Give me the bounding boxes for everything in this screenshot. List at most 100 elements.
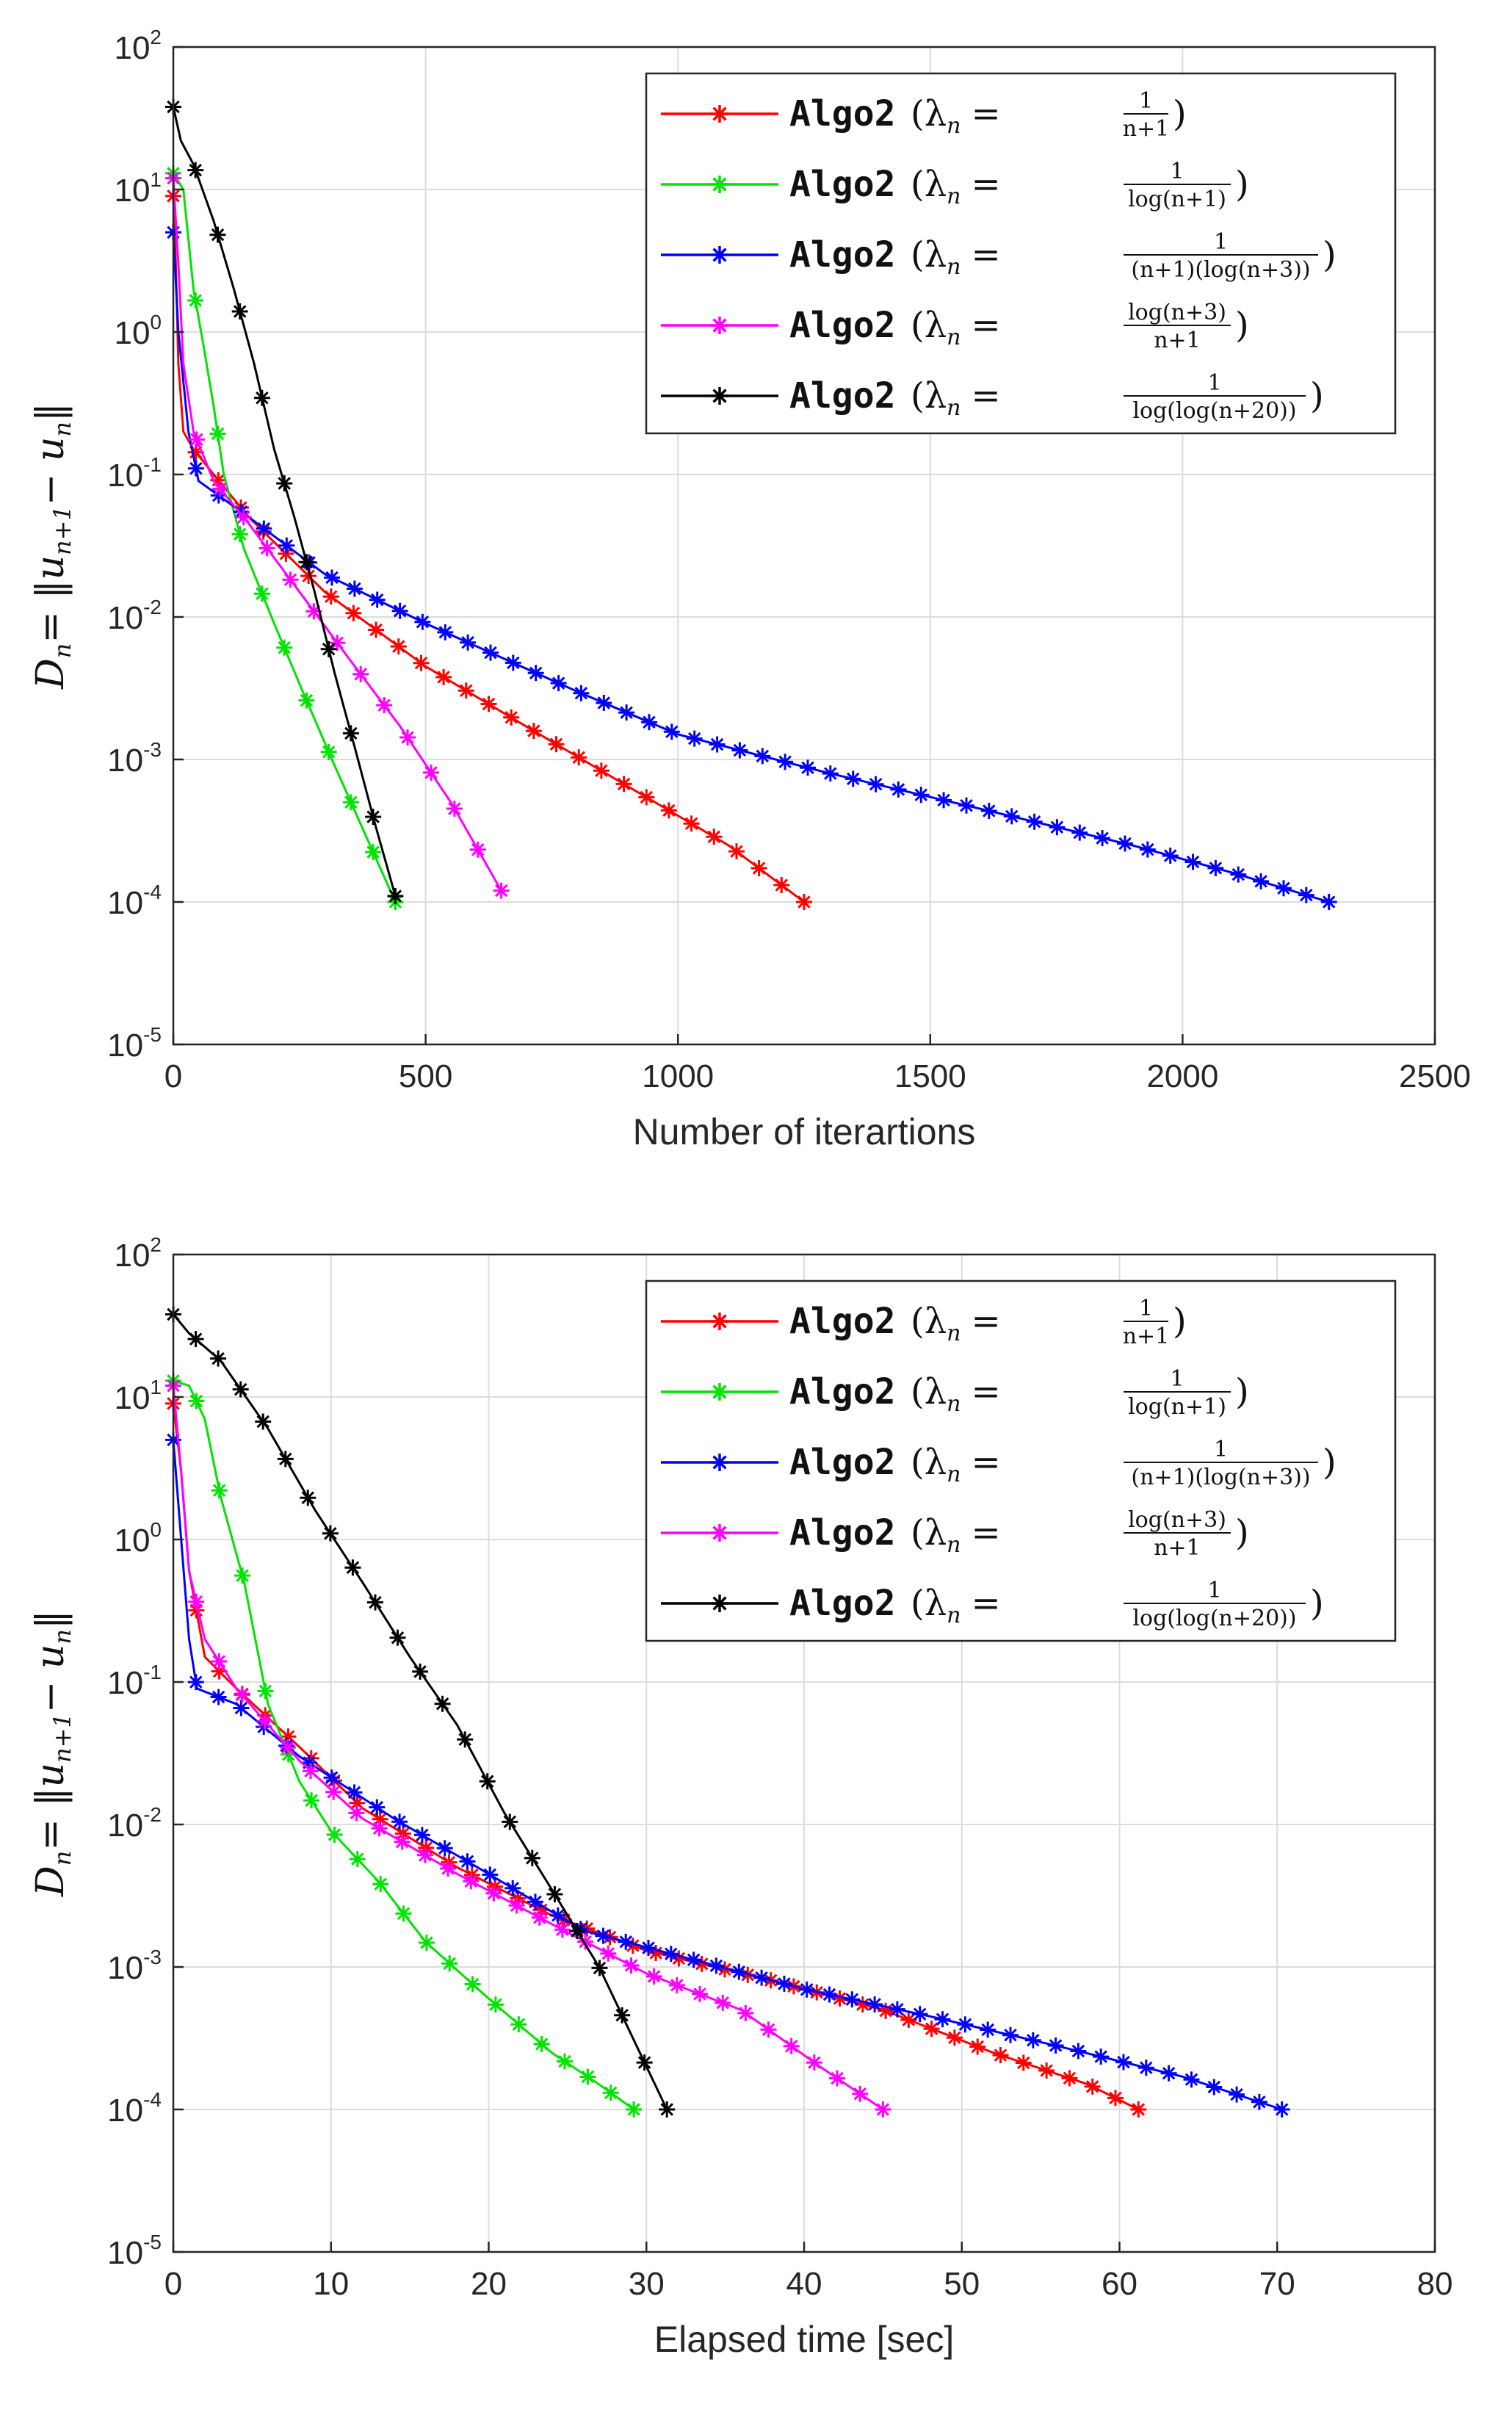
series-marker — [800, 759, 816, 776]
y-tick-label: 10-4 — [107, 881, 162, 921]
series-marker — [346, 1784, 363, 1801]
series-marker — [209, 226, 226, 243]
series-marker — [753, 1969, 770, 1986]
x-tick-label: 0 — [164, 1058, 182, 1094]
series-marker — [211, 480, 228, 497]
series-marker — [394, 1833, 410, 1850]
series-marker — [368, 621, 385, 638]
series-marker — [413, 654, 430, 671]
series-marker — [210, 1689, 227, 1705]
series-marker — [187, 292, 204, 308]
series-marker — [737, 2004, 754, 2021]
series-marker — [822, 765, 839, 782]
series-marker — [636, 2054, 653, 2071]
series-marker — [320, 743, 337, 760]
legend-lambda: (λn = — [911, 1371, 1001, 1417]
legend-marker — [711, 1454, 728, 1471]
series-marker — [464, 1976, 481, 1993]
series-marker — [376, 697, 393, 714]
series-marker — [348, 1805, 365, 1822]
series-marker — [342, 794, 359, 811]
y-tick-label: 102 — [114, 26, 162, 66]
legend-lambda: (λn = — [911, 1301, 1001, 1346]
series-marker — [1229, 2086, 1245, 2103]
series-marker — [369, 591, 386, 608]
legend-fraction-numerator: 1 — [1170, 159, 1184, 184]
legend-lambda: (λn = — [911, 164, 1001, 209]
legend-lambda: (λn = — [911, 375, 1001, 421]
legend-fraction-numerator: 1 — [1207, 1578, 1221, 1603]
legend-item-1: Algo2 (λn = 1n+1) — [661, 88, 1187, 142]
legend-marker — [711, 387, 728, 405]
x-tick-label: 1500 — [894, 1058, 966, 1094]
series-marker — [412, 1663, 429, 1680]
series-marker — [437, 624, 454, 640]
series-marker — [969, 2038, 986, 2055]
series-marker — [626, 2101, 643, 2118]
series-marker — [754, 748, 771, 765]
legend-fraction-numerator: 1 — [1214, 1437, 1228, 1462]
legend-lambda: (λn = — [911, 1583, 1001, 1628]
y-axis-title: Dn= ‖un+1− un‖ — [29, 402, 76, 690]
series-marker — [614, 2007, 631, 2024]
legend-fraction-denominator: log(log(n+20)) — [1132, 1606, 1296, 1631]
y-tick-label: 10-4 — [107, 2088, 162, 2129]
series-marker — [1139, 841, 1156, 858]
series-marker — [546, 1886, 563, 1902]
legend-algo-name: Algo2 — [789, 234, 896, 275]
legend-marker — [711, 105, 728, 123]
series-marker — [936, 792, 952, 809]
legend-algo-name: Algo2 — [789, 1512, 896, 1553]
series-marker — [1320, 894, 1337, 910]
y-tick-label: 100 — [114, 311, 162, 351]
series-marker — [436, 1840, 453, 1857]
series-marker — [391, 602, 408, 619]
legend-marker — [711, 1313, 728, 1330]
legend-item-3: Algo2 (λn = 1(n+1)(log(n+3))) — [661, 1437, 1336, 1490]
series-marker — [253, 585, 270, 602]
series-marker — [320, 640, 337, 657]
series-marker — [659, 2101, 676, 2118]
x-tick-label: 40 — [786, 2266, 822, 2302]
series-marker — [344, 1559, 361, 1576]
series-marker — [325, 1783, 342, 1800]
series-marker — [1107, 2090, 1124, 2107]
series-marker — [1162, 848, 1179, 864]
series-marker — [188, 1593, 205, 1610]
legend-marker — [711, 1595, 728, 1612]
series-marker — [187, 460, 204, 477]
series-marker — [685, 1952, 702, 1968]
y-tick-label: 100 — [114, 1518, 162, 1559]
x-axis-title: Number of iterartions — [633, 1111, 976, 1152]
series-marker — [615, 776, 632, 793]
series-marker — [300, 1490, 316, 1506]
series-marker — [889, 2001, 905, 2018]
legend-item-3: Algo2 (λn = 1(n+1)(log(n+3))) — [661, 229, 1336, 283]
series-marker — [303, 1763, 319, 1780]
series-3 — [165, 224, 1337, 910]
series-marker — [371, 1820, 388, 1837]
series-marker — [668, 1977, 685, 1993]
legend-fraction-denominator: n+1 — [1123, 116, 1170, 142]
series-marker — [992, 2047, 1009, 2064]
legend-algo-name: Algo2 — [789, 1301, 896, 1342]
series-marker — [527, 1894, 543, 1910]
legend-close-paren: ) — [1235, 1371, 1249, 1412]
series-marker — [367, 1594, 383, 1611]
x-tick-label: 0 — [164, 2266, 182, 2302]
series-marker — [1002, 2026, 1019, 2043]
x-tick-label: 1000 — [642, 1058, 714, 1094]
series-marker — [524, 1849, 540, 1866]
series-marker — [188, 1393, 205, 1409]
series-marker — [533, 2036, 550, 2052]
series-marker — [1115, 2054, 1132, 2071]
legend-lambda: (λn = — [911, 93, 1001, 139]
series-marker — [482, 1866, 499, 1883]
legend-box — [645, 1279, 1397, 1642]
series-marker — [387, 888, 404, 904]
series-marker — [391, 1813, 408, 1830]
x-tick-label: 500 — [399, 1058, 452, 1094]
series-marker — [1130, 2101, 1147, 2118]
series-marker — [395, 1905, 412, 1922]
series-marker — [508, 1897, 525, 1914]
